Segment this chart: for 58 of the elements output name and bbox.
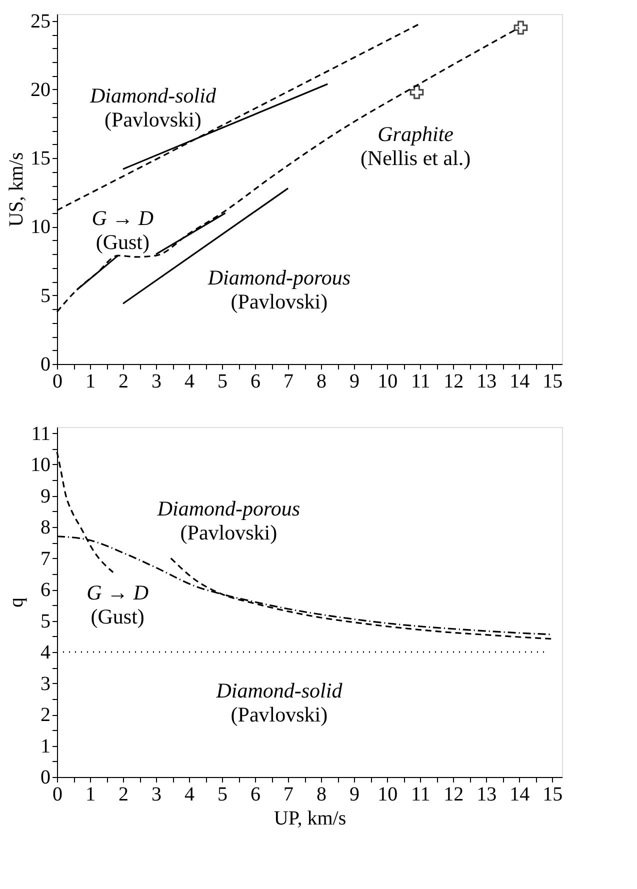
annotation: Diamond-porous (Pavlovski) — [206, 266, 351, 314]
y-tick-label: 0 — [40, 766, 50, 788]
x-tick-label: 4 — [184, 784, 195, 806]
x-tick-label: 8 — [316, 370, 327, 392]
y-tick-label: 0 — [40, 354, 50, 376]
x-tick-label: 4 — [184, 370, 195, 392]
y-tick-label: 5 — [40, 610, 50, 632]
annotation: Graphite (Nellis et al.) — [360, 122, 471, 170]
y-tick-label: 8 — [40, 516, 50, 538]
x-tick-label: 3 — [152, 370, 162, 392]
y-tick-label: 25 — [30, 10, 50, 32]
x-tick-label: 9 — [350, 784, 360, 806]
x-tick-label: 7 — [284, 784, 294, 806]
x-tick-label: 12 — [444, 370, 464, 392]
x-tick-label: 11 — [410, 784, 430, 806]
annotation: G → D (Gust) — [92, 206, 154, 254]
y-tick-label: 4 — [40, 642, 50, 664]
y-axis-title: q — [6, 598, 28, 608]
x-tick-label: 10 — [378, 784, 398, 806]
y-tick-label: 1 — [40, 735, 50, 758]
annotation: Diamond-solid (Pavlovski) — [215, 678, 343, 726]
x-tick-label: 10 — [378, 370, 398, 392]
y-tick-label: 10 — [30, 454, 50, 476]
x-tick-label: 15 — [542, 784, 563, 806]
x-tick-label: 1 — [86, 784, 96, 806]
x-tick-label: 12 — [444, 784, 464, 806]
x-tick-label: 5 — [218, 784, 228, 806]
y-tick-label: 7 — [40, 548, 50, 570]
y-tick-label: 11 — [31, 422, 50, 445]
x-tick-label: 8 — [316, 784, 327, 806]
x-tick-label: 5 — [218, 370, 228, 392]
x-tick-label: 14 — [510, 370, 530, 392]
x-tick-label: 14 — [510, 784, 530, 806]
y-tick-label: 10 — [30, 216, 50, 238]
annotation: Diamond-porous (Pavlovski) — [156, 496, 300, 544]
x-tick-label: 3 — [152, 784, 162, 806]
y-tick-label: 9 — [40, 485, 50, 508]
y-tick-label: 3 — [40, 672, 50, 695]
x-tick-label: 7 — [284, 370, 294, 392]
x-tick-label: 2 — [118, 784, 129, 806]
annotation: Diamond-solid (Pavlovski) — [88, 84, 216, 132]
x-tick-label: 13 — [476, 370, 497, 392]
y-tick-label: 6 — [40, 579, 50, 601]
y-tick-label: 2 — [40, 704, 50, 726]
y-tick-label: 15 — [30, 148, 50, 170]
y-axis-title: US, km/s — [6, 152, 28, 227]
x-tick-label: 13 — [476, 784, 497, 806]
x-tick-label: 1 — [86, 370, 96, 392]
y-tick-label: 5 — [40, 284, 50, 307]
x-tick-label: 9 — [350, 370, 360, 392]
x-tick-label: 6 — [250, 784, 261, 806]
x-axis-title: UP, km/s — [274, 808, 346, 830]
x-tick-label: 11 — [410, 370, 430, 392]
x-tick-label: 15 — [542, 370, 563, 392]
annotation: G → D (Gust) — [86, 580, 149, 628]
x-tick-label: 2 — [118, 370, 129, 392]
y-tick-label: 20 — [30, 78, 50, 101]
x-tick-label: 6 — [250, 370, 261, 392]
